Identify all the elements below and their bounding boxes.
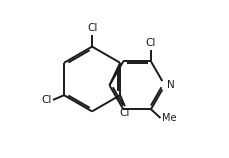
Text: N: N: [166, 80, 174, 90]
Text: Cl: Cl: [145, 38, 155, 48]
Text: Cl: Cl: [87, 23, 97, 33]
Text: Cl: Cl: [41, 95, 51, 105]
Text: Cl: Cl: [119, 108, 130, 118]
Text: Me: Me: [161, 113, 176, 123]
